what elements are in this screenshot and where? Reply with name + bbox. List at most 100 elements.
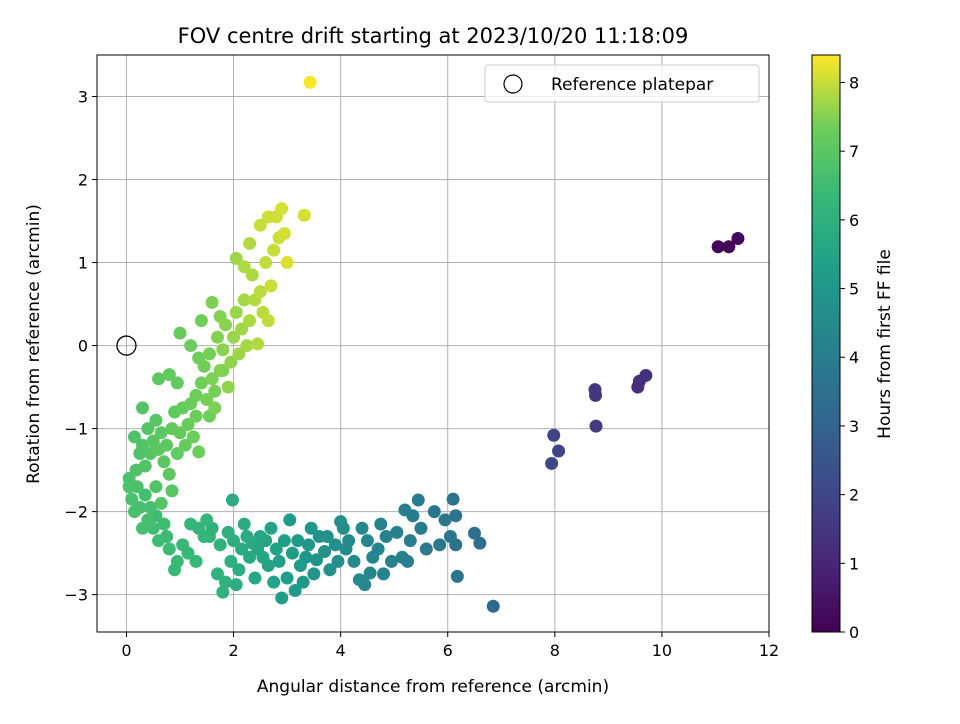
scatter-point — [224, 355, 238, 369]
scatter-point — [127, 430, 141, 444]
colorbar-label: Hours from first FF file — [875, 249, 895, 439]
scatter-point — [221, 380, 235, 394]
colorbar-tick-label: 6 — [849, 211, 859, 230]
reference-marker — [116, 335, 137, 356]
scatter-point — [467, 526, 481, 540]
colorbar-ticks: 0 1 2 3 4 5 6 7 8 — [840, 73, 859, 642]
scatter-point — [173, 326, 187, 340]
scatter-point — [296, 575, 310, 589]
scatter-point — [210, 567, 224, 581]
scatter-point — [374, 517, 388, 531]
colorbar-tick-label: 0 — [849, 623, 859, 642]
scatter-point — [379, 530, 393, 544]
colorbar-tick-label: 5 — [849, 280, 859, 299]
y-tick-label: 2 — [78, 171, 88, 190]
scatter-point — [589, 388, 603, 402]
scatter-point — [229, 578, 243, 592]
y-tick-label: 3 — [78, 88, 88, 107]
scatter-point — [360, 534, 374, 548]
scatter-point — [261, 314, 275, 328]
scatter-point — [213, 538, 227, 552]
scatter-point — [438, 513, 452, 527]
scatter-point — [232, 347, 246, 361]
scatter-point — [267, 575, 281, 589]
scatter-point — [208, 384, 222, 398]
scatter-point — [275, 591, 289, 605]
scatter-point — [411, 493, 425, 507]
scatter-point — [277, 534, 291, 548]
x-axis-ticks: 0 2 4 6 8 10 12 — [121, 632, 779, 660]
scatter-point — [297, 208, 311, 222]
scatter-point — [229, 251, 243, 265]
scatter-point — [253, 218, 267, 232]
scatter-point — [205, 372, 219, 386]
scatter-point — [235, 542, 249, 556]
scatter-point — [264, 279, 278, 293]
y-tick-label: −2 — [64, 503, 88, 522]
scatter-point — [328, 538, 342, 552]
colorbar-tick-label: 8 — [849, 73, 859, 92]
y-axis-ticks: −3 −2 −1 0 1 2 3 — [64, 88, 97, 605]
colorbar-tick-label: 7 — [849, 142, 859, 161]
scatter-point — [547, 428, 561, 442]
colorbar-tick-label: 3 — [849, 417, 859, 436]
scatter-point — [152, 534, 166, 548]
y-tick-label: −3 — [64, 586, 88, 605]
scatter-point — [283, 513, 297, 527]
scatter-point — [272, 554, 286, 568]
scatter-point — [202, 347, 216, 361]
scatter-point — [237, 260, 251, 274]
colorbar — [811, 54, 841, 633]
scatter-point — [323, 563, 337, 577]
scatter-point — [184, 517, 198, 531]
x-tick-label: 4 — [336, 641, 346, 660]
colorbar-tick-label: 1 — [849, 554, 859, 573]
scatter-point — [186, 430, 200, 444]
scatter-point — [181, 417, 195, 431]
scatter-point — [210, 330, 224, 344]
scatter-point — [288, 583, 302, 597]
scatter-point — [221, 525, 235, 539]
scatter-point — [251, 337, 265, 351]
scatter-point — [473, 536, 487, 550]
scatter-point — [216, 363, 230, 377]
scatter-point — [352, 573, 366, 587]
scatter-point — [403, 534, 417, 548]
y-tick-label: 1 — [78, 254, 88, 273]
scatter-point — [366, 550, 380, 564]
scatter-point — [293, 559, 307, 573]
scatter-point — [552, 444, 566, 458]
plot-frame — [96, 54, 770, 633]
scatter-point — [243, 314, 257, 328]
scatter-point — [227, 330, 241, 344]
scatter-point — [160, 438, 174, 452]
scatter-point — [419, 542, 433, 556]
data-points — [122, 75, 745, 613]
scatter-point — [229, 305, 243, 319]
scatter-point — [240, 339, 254, 353]
scatter-point — [219, 318, 233, 332]
scatter-point — [304, 521, 318, 535]
scatter-point — [312, 530, 326, 544]
scatter-point — [302, 538, 316, 552]
scatter-point — [237, 293, 251, 307]
plot-area — [97, 55, 769, 632]
scatter-point — [189, 409, 203, 423]
x-tick-label: 6 — [443, 641, 453, 660]
scatter-point — [194, 376, 208, 390]
scatter-point — [127, 505, 141, 519]
scatter-point — [192, 445, 206, 459]
scatter-point — [639, 368, 653, 382]
scatter-point — [291, 534, 305, 548]
colorbar-tick-label: 2 — [849, 486, 859, 505]
scatter-point — [339, 542, 353, 556]
scatter-point — [170, 376, 184, 390]
scatter-point — [216, 585, 230, 599]
scatter-point — [184, 339, 198, 353]
scatter-point — [722, 240, 736, 254]
scatter-point — [433, 538, 447, 552]
colorbar-tick-label: 4 — [849, 348, 859, 367]
legend-box — [484, 64, 760, 103]
scatter-point — [275, 202, 289, 216]
